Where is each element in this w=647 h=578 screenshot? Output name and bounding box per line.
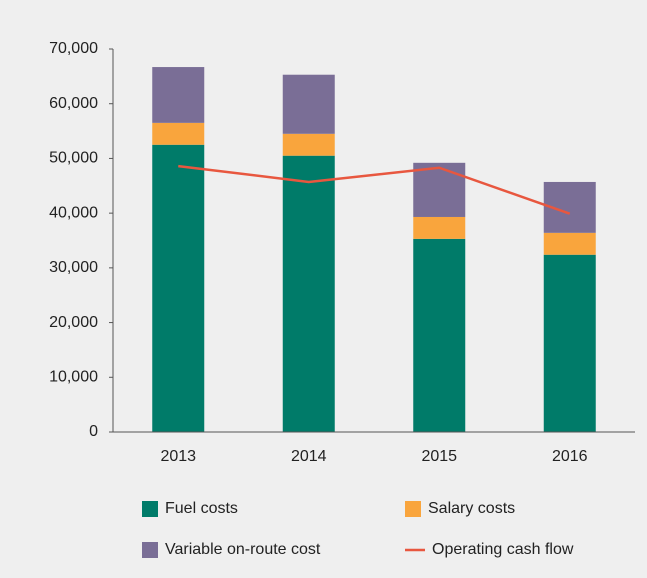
- bar-segment: [413, 216, 466, 239]
- bar-segment: [282, 74, 335, 134]
- y-tick-label: 70,000: [49, 40, 98, 57]
- x-tick-label: 2014: [291, 448, 327, 465]
- legend-label: Variable on-route cost: [165, 541, 321, 558]
- bar-segment: [282, 133, 335, 156]
- x-tick-label: 2013: [160, 448, 196, 465]
- legend-label: Salary costs: [428, 500, 515, 517]
- bar-segment: [543, 254, 596, 432]
- y-tick-label: 20,000: [49, 314, 98, 331]
- legend-swatch: [142, 501, 158, 517]
- bar-segment: [282, 155, 335, 432]
- legend-label: Fuel costs: [165, 500, 238, 517]
- x-tick-label: 2015: [421, 448, 457, 465]
- y-tick-label: 0: [89, 423, 98, 440]
- legend-label: Operating cash flow: [432, 541, 574, 558]
- bar-segment: [543, 232, 596, 255]
- bar-segment: [152, 144, 205, 432]
- line-series: [178, 164, 571, 215]
- bar-segment: [413, 238, 466, 432]
- y-tick-label: 60,000: [49, 95, 98, 112]
- y-tick-label: 10,000: [49, 369, 98, 386]
- bar-segment: [152, 122, 205, 145]
- y-tick-label: 40,000: [49, 204, 98, 221]
- legend-swatch: [405, 501, 421, 517]
- legend-swatch: [142, 542, 158, 558]
- bar-segment: [413, 162, 466, 217]
- x-tick-label: 2016: [552, 448, 588, 465]
- bar-segment: [152, 67, 205, 123]
- y-tick-label: 50,000: [49, 150, 98, 167]
- y-tick-label: 30,000: [49, 259, 98, 276]
